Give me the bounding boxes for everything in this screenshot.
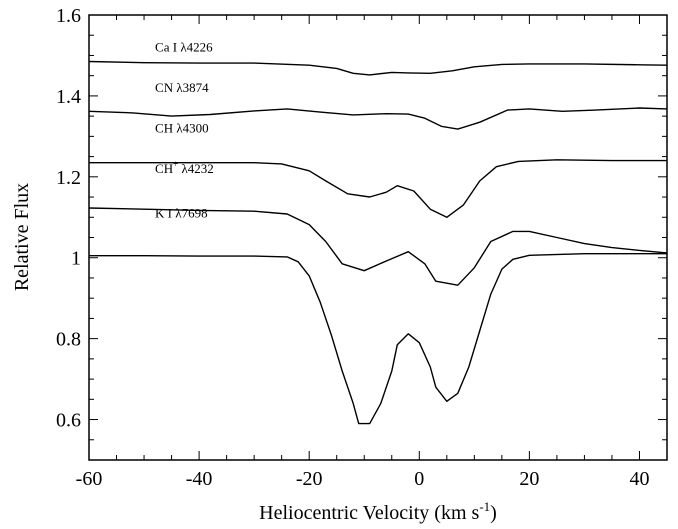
x-axis-title: Heliocentric Velocity (km s-1) [259,499,497,524]
series-line [89,159,667,218]
x-tick-label: 40 [629,468,649,490]
ticks [88,14,668,461]
series-label: Ca I λ4226 [155,39,213,54]
series-line [88,207,668,286]
series-line [89,253,667,425]
y-tick-label: 1.2 [56,167,81,189]
x-tick-label: -40 [186,468,213,490]
series-line [88,107,668,130]
y-tick-label: 1.4 [56,86,81,108]
series-labels: Ca I λ4226 CN λ3874 CH λ4300 CH+ λ4232 K I λ… [155,39,214,220]
series-label: CN λ3874 [155,80,209,95]
series-lines [88,60,668,425]
x-axis-title-exponent: -1 [479,499,490,514]
x-axis-title-close: ) [490,502,497,524]
y-tick-label: 1.6 [56,5,81,27]
y-tick-label: 0.6 [56,410,81,432]
y-tick-label: 0.8 [56,329,81,351]
y-axis-title: Relative Flux [11,183,33,291]
series-line [88,60,668,76]
x-axis-title-main: Heliocentric Velocity (km s [259,502,479,524]
x-tick-label: -60 [76,468,103,490]
x-tick-label: 20 [519,468,539,490]
tick-labels: -60 -40 -20 0 20 40 0.6 0.8 1 1.2 1.4 1.6 [56,5,649,490]
y-tick-label: 1 [71,248,81,270]
series-label: CH λ4300 [155,120,209,135]
series-label: K I λ7698 [155,205,208,220]
x-tick-label: 0 [414,468,424,490]
series-label: CH+ λ4232 [155,159,214,176]
x-tick-label: -20 [296,468,323,490]
